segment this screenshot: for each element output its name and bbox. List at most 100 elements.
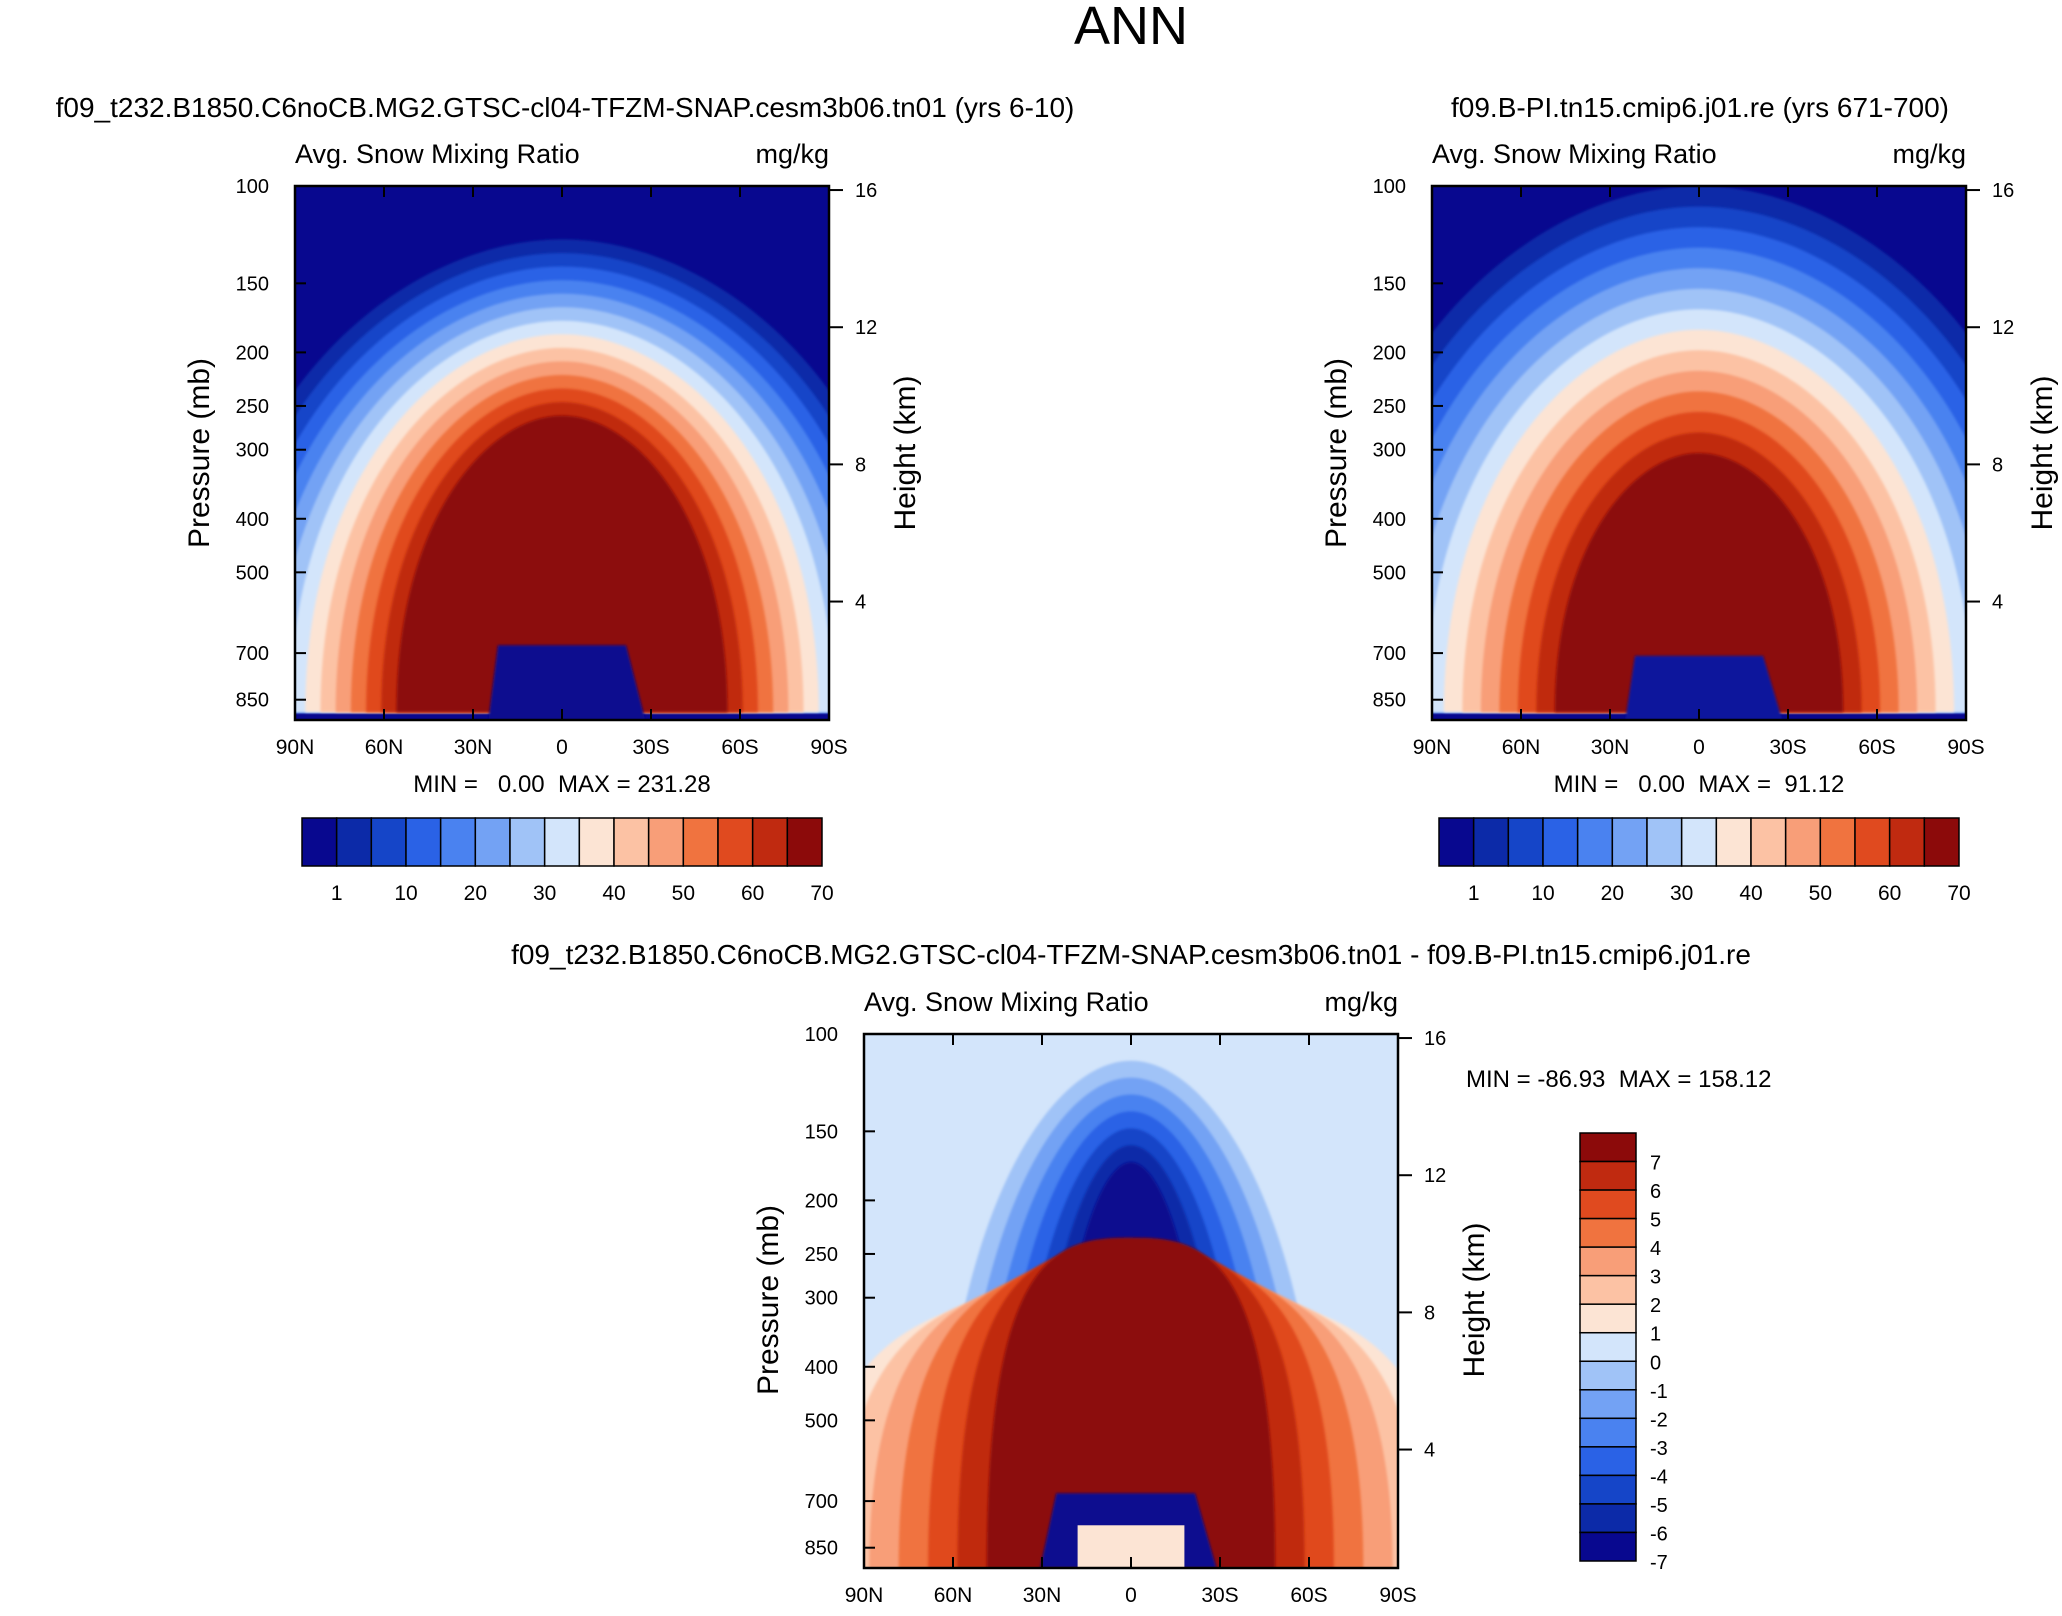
y-tick-label: 300: [805, 1288, 838, 1310]
x-tick-label: 90S: [1379, 1584, 1416, 1607]
colorbar-box: [1784, 817, 1822, 867]
y-tick-label: 400: [805, 1357, 838, 1379]
y2-tick-label: 16: [1992, 180, 2014, 202]
colorbar-box: [1888, 817, 1926, 867]
y-tick-label: 700: [236, 643, 269, 665]
panel-3-colorbar: 7 6 5 4 3 2 1 0 -1 -2 -3 -4 -5 -6 -7: [1579, 1132, 1668, 1574]
panel-1-case-title: f09_t232.B1850.C6noCB.MG2.GTSC-cl04-TFZM…: [56, 92, 1075, 123]
x-tick-label: 90N: [845, 1584, 884, 1607]
colorbar-box: [1715, 817, 1752, 867]
colorbar-box: [1854, 817, 1891, 867]
y-tick-label: 200: [236, 342, 269, 364]
contour-core: [488, 645, 646, 720]
panel-2-case-title: f09.B-PI.tn15.cmip6.j01.re (yrs 671-700): [1451, 92, 1949, 123]
y2-tick-label: 8: [1992, 454, 2003, 476]
colorbar-box: [1579, 1274, 1637, 1305]
y-tick-label: 500: [236, 562, 269, 584]
y-tick-label: 200: [1373, 342, 1406, 364]
colorbar-box: [647, 817, 685, 867]
colorbar-label: -5: [1650, 1495, 1668, 1517]
colorbar-label: 1: [331, 882, 343, 905]
contour-band: [986, 1237, 1276, 1568]
contour-core: [1625, 655, 1783, 720]
colorbar-label: -4: [1650, 1466, 1668, 1488]
y2-tick-label: 12: [855, 317, 877, 339]
colorbar-label: 1: [1468, 882, 1480, 905]
y2-tick-label: 4: [1424, 1440, 1435, 1462]
colorbar-box: [1579, 1132, 1637, 1163]
panel-2: f09.B-PI.tn15.cmip6.j01.re (yrs 671-700)…: [1320, 92, 2059, 905]
colorbar-box: [543, 817, 581, 867]
x-tick-label: 30S: [1201, 1584, 1238, 1607]
x-tick-label: 0: [1693, 736, 1705, 759]
y-tick-label: 150: [805, 1121, 838, 1143]
colorbar-label: 1: [1650, 1324, 1661, 1346]
colorbar-box: [1472, 817, 1510, 867]
colorbar-label: 50: [672, 882, 695, 905]
colorbar-box: [1438, 817, 1475, 867]
colorbar-box: [786, 817, 823, 867]
colorbar-box: [751, 817, 789, 867]
y-tick-label: 500: [805, 1410, 838, 1432]
colorbar-box: [1923, 817, 1960, 867]
colorbar-label: 3: [1650, 1267, 1661, 1289]
y-tick-label: 250: [1373, 396, 1406, 418]
panel-3-case-title: f09_t232.B1850.C6noCB.MG2.GTSC-cl04-TFZM…: [511, 939, 1751, 970]
panel-2-stats: MIN = 0.00 MAX = 91.12: [1554, 771, 1845, 798]
y-tick-label: 100: [236, 176, 269, 198]
y-tick-label: 300: [236, 440, 269, 462]
colorbar-label: 2: [1650, 1295, 1661, 1317]
colorbar-label: -7: [1650, 1552, 1668, 1574]
y-tick-label: 700: [805, 1491, 838, 1513]
x-tick-label: 60S: [721, 736, 758, 759]
x-tick-label: 90N: [276, 736, 315, 759]
panel-2-right-label: mg/kg: [1892, 139, 1966, 169]
colorbar-box: [405, 817, 442, 867]
y-tick-label: 400: [1373, 509, 1406, 531]
y-tick-label: 250: [236, 396, 269, 418]
colorbar-label: 50: [1809, 882, 1832, 905]
colorbar-box: [1579, 1360, 1637, 1391]
y2-tick-label: 16: [855, 180, 877, 202]
panel-1-stats: MIN = 0.00 MAX = 231.28: [413, 771, 711, 798]
colorbar-label: 0: [1650, 1352, 1661, 1374]
colorbar-label: 5: [1650, 1210, 1661, 1232]
colorbar-box: [1579, 1160, 1637, 1191]
panel-1-left-label: Avg. Snow Mixing Ratio: [295, 139, 580, 169]
contour-band: [1554, 453, 1844, 712]
x-tick-label: 60N: [934, 1584, 973, 1607]
colorbar-label: 40: [602, 882, 625, 905]
contour-band: [396, 415, 728, 712]
x-tick-label: 0: [556, 736, 568, 759]
colorbar-label: -3: [1650, 1438, 1668, 1460]
colorbar-label: 40: [1739, 882, 1762, 905]
colorbar-label: 30: [533, 882, 556, 905]
y2-tick-label: 12: [1424, 1165, 1446, 1187]
panel-2-colorbar: 1 10 20 30 40 50 60 70: [1438, 817, 1971, 905]
x-tick-label: 60N: [1502, 736, 1541, 759]
colorbar-box: [1542, 817, 1579, 867]
colorbar-box: [1579, 1446, 1637, 1477]
colorbar-box: [1579, 1531, 1637, 1562]
panel-1-colorbar: 1 10 20 30 40 50 60 70: [301, 817, 834, 905]
panel-1-right-label: mg/kg: [755, 139, 829, 169]
x-tick-label: 90N: [1413, 736, 1452, 759]
y-tick-label: 100: [805, 1024, 838, 1046]
colorbar-box: [1507, 817, 1544, 867]
panel-1: f09_t232.B1850.C6noCB.MG2.GTSC-cl04-TFZM…: [56, 92, 1075, 905]
y-tick-label: 150: [236, 273, 269, 295]
colorbar-box: [1579, 1217, 1637, 1248]
panel-3-ylabel: Pressure (mb): [752, 1205, 785, 1395]
colorbar-box: [335, 817, 373, 867]
y2-tick-label: 8: [1424, 1302, 1435, 1324]
colorbar-label: 70: [810, 882, 833, 905]
colorbar-box: [1579, 1417, 1637, 1448]
colorbar-box: [1579, 1189, 1637, 1220]
colorbar-label: 30: [1670, 882, 1693, 905]
panel-3-stats: MIN = -86.93 MAX = 158.12: [1466, 1066, 1772, 1093]
y2-tick-label: 8: [855, 454, 866, 476]
colorbar-label: 60: [741, 882, 764, 905]
y-tick-label: 250: [805, 1244, 838, 1266]
panel-3-y2label: Height (km): [1458, 1222, 1491, 1377]
